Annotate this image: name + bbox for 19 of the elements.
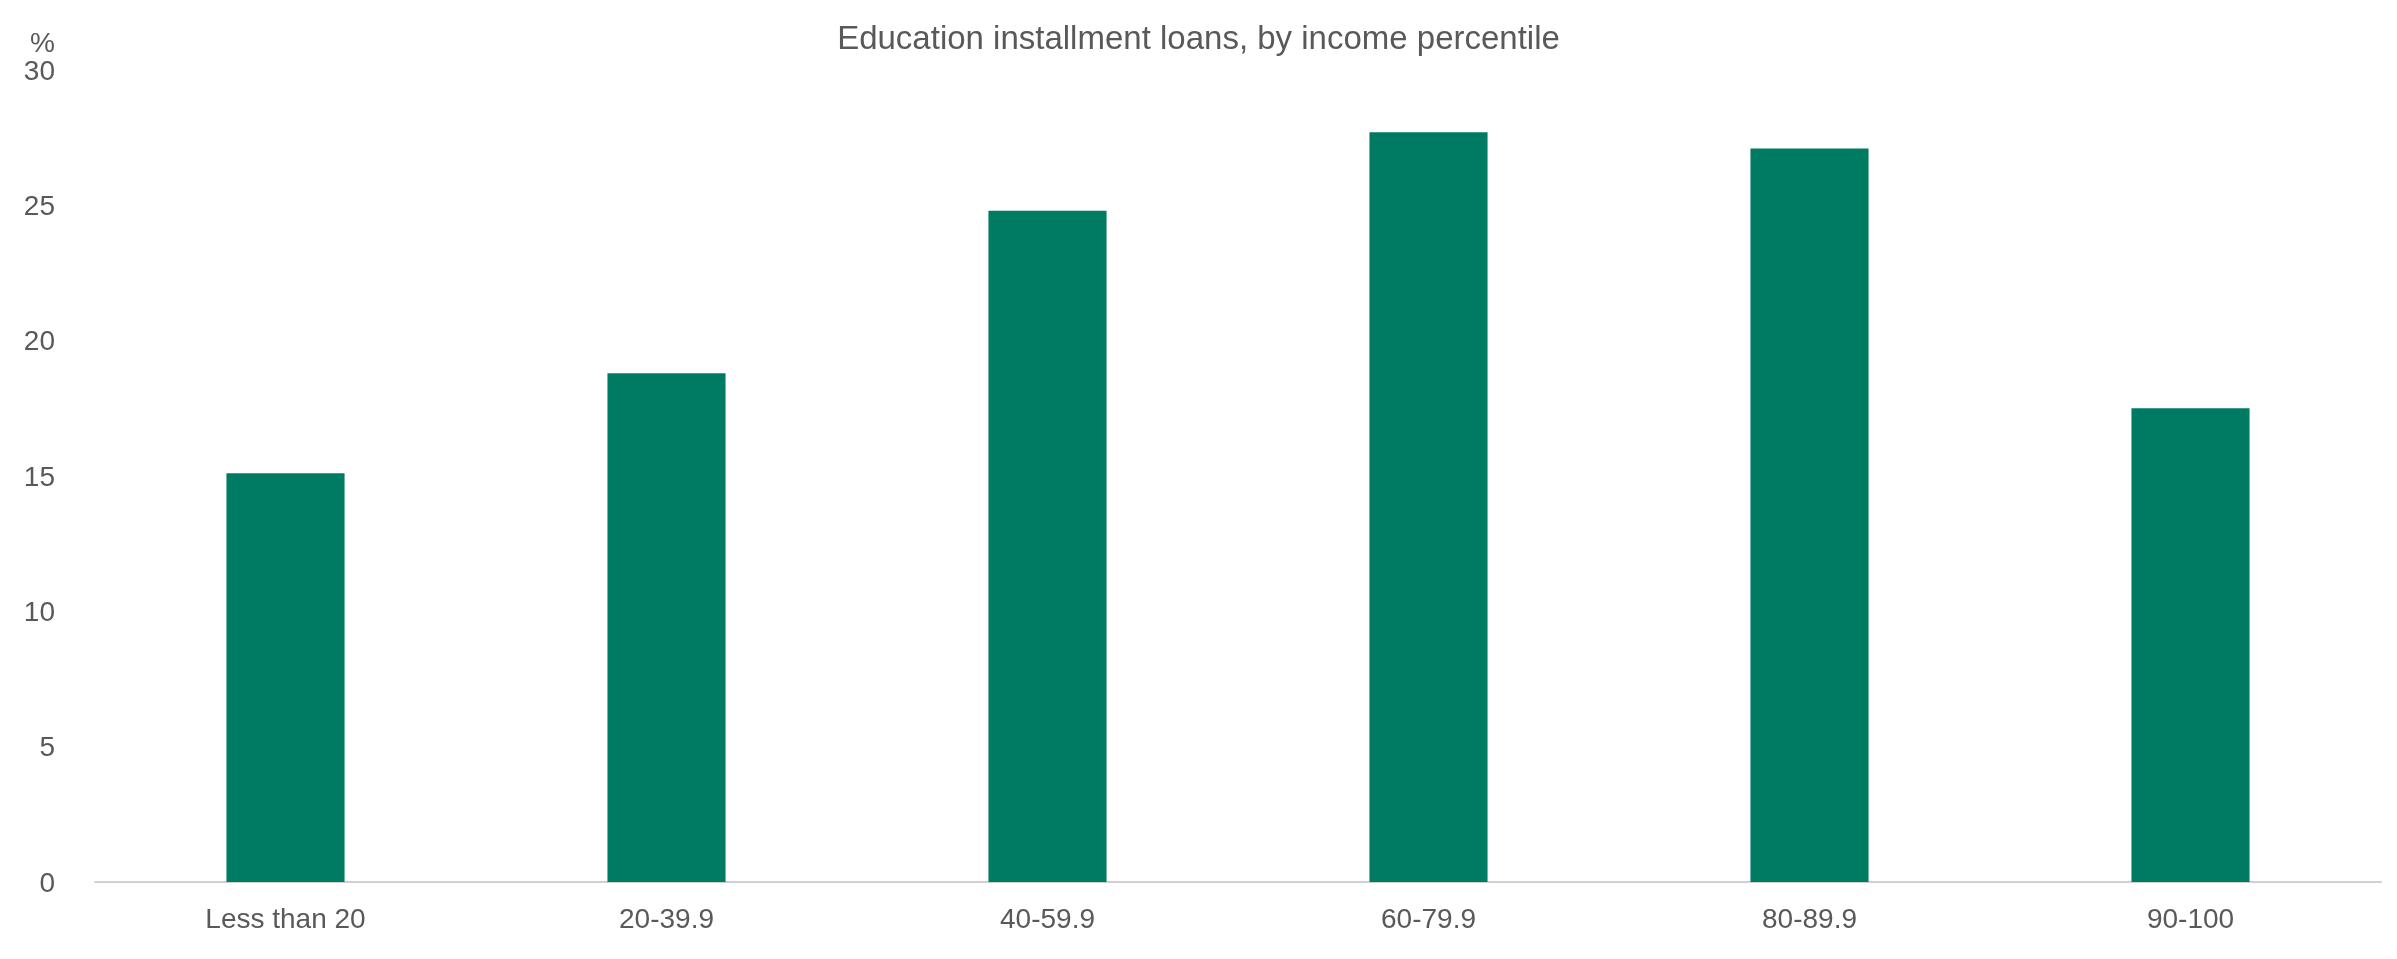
x-tick-label: 20-39.9 [619,902,714,934]
bar [226,473,345,882]
x-tick-label: 40-59.9 [1000,902,1095,934]
y-tick-label: 0 [39,866,55,898]
x-tick-label: 60-79.9 [1381,902,1476,934]
chart-title: Education installment loans, by income percentile [837,19,1560,56]
x-tick-label: Less than 20 [205,902,366,934]
bar [988,210,1107,882]
y-tick-label: 10 [23,595,55,627]
y-tick-label: 5 [39,731,55,763]
bar [2131,408,2250,882]
bar [1750,148,1869,882]
y-tick-label: 15 [23,460,55,492]
bar [1369,132,1488,882]
y-tick-label: 25 [23,189,55,221]
x-tick-label: 80-89.9 [1762,902,1857,934]
x-tick-label: 90-100 [2146,902,2235,934]
y-tick-label: 20 [23,325,55,357]
bar [607,373,726,882]
